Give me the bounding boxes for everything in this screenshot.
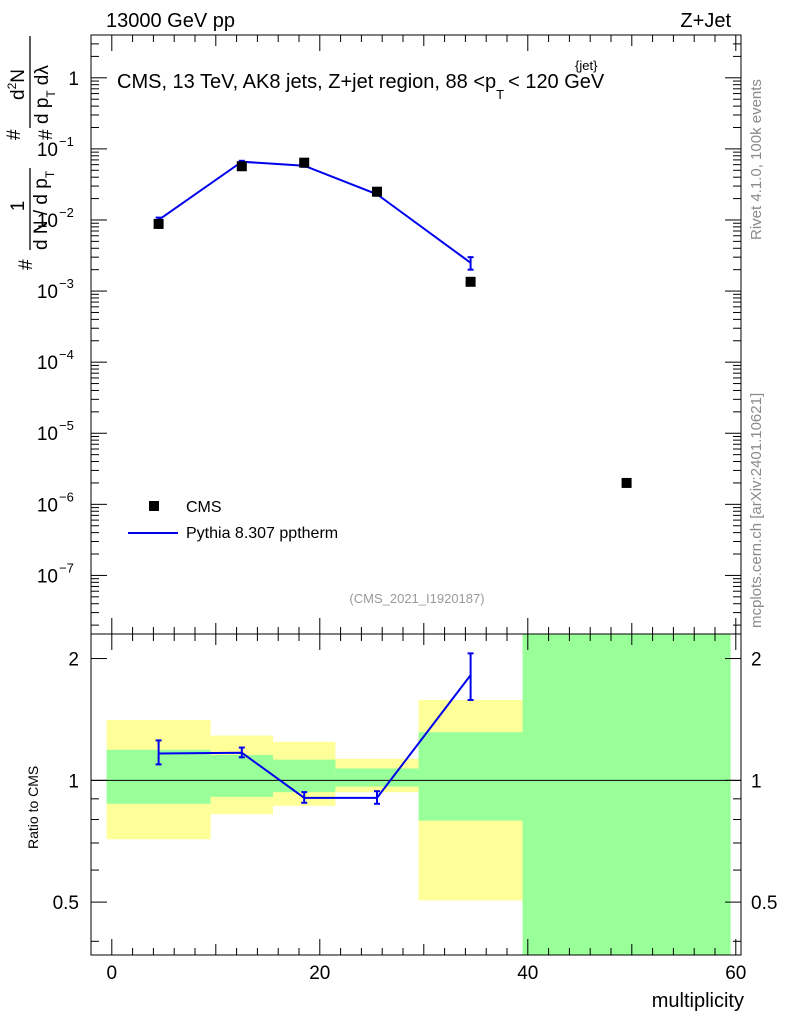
cms-data-point	[236, 161, 247, 172]
y-label-one: 1	[8, 201, 29, 212]
legend-cms-label: CMS	[186, 499, 222, 516]
main-y-tick-label: 10	[37, 140, 58, 161]
ratio-y-tick-label: 1	[68, 771, 79, 792]
cms-data-point	[153, 218, 164, 229]
ratio-y-tick-label: 2	[68, 650, 79, 671]
main-y-tick-label: 10	[37, 424, 58, 445]
y-label-hash-1: #	[16, 259, 37, 270]
main-y-tick-labels: 110−110−210−310−410−510−610−7	[37, 69, 79, 588]
main-y-tick-exponent: −5	[59, 418, 74, 433]
main-axis-ticks	[91, 34, 741, 634]
ratio-y-tick-label-right: 1	[751, 771, 762, 792]
x-axis-label: multiplicity	[652, 990, 744, 1012]
main-y-tick-label: 1	[68, 69, 79, 90]
main-y-tick-label: 10	[37, 211, 58, 232]
cms-data-point	[621, 477, 632, 488]
legend-pythia-label: Pythia 8.307 pptherm	[186, 525, 338, 542]
ratio-frame	[90, 633, 742, 956]
main-series	[153, 157, 632, 488]
x-tick-label: 20	[309, 963, 330, 984]
main-y-tick-label: 10	[37, 353, 58, 374]
ratio-band-green	[522, 634, 731, 955]
ratio-panel: 2 2 1 1 0.5 0.5 0 20 40 60 Ratio to CMS multipli…	[25, 633, 778, 1012]
ratio-y-tick-label: 0.5	[53, 893, 79, 914]
ratio-band-green	[273, 759, 336, 793]
pythia-line	[158, 160, 472, 264]
y-label-hash-2: #	[4, 129, 25, 140]
analysis-watermark: (CMS_2021_I1920187)	[349, 591, 484, 606]
main-y-tick-label: 10	[37, 495, 58, 516]
ratio-y-tick-label-right: 0.5	[751, 893, 777, 914]
x-tick-label: 40	[517, 963, 538, 984]
plot-title: CMS, 13 TeV, AK8 jets, Z+jet region, 88 …	[117, 71, 605, 102]
main-y-tick-label: 10	[37, 282, 58, 303]
legend-cms-marker	[149, 501, 159, 511]
main-y-tick-exponent: −3	[59, 276, 74, 291]
ratio-y-tick-label-right: 2	[751, 650, 762, 671]
ratio-band-green	[418, 732, 523, 821]
main-y-tick-exponent: −7	[59, 560, 74, 575]
ratio-band-green	[210, 755, 273, 797]
x-tick-label: 60	[725, 963, 746, 984]
cms-data-point	[299, 157, 310, 168]
main-panel: 110−110−210−310−410−510−610−7 CMS, 13 Te…	[4, 34, 742, 635]
y-label-dpT: d pTdλ	[32, 65, 58, 124]
y-label-dN: d N / d pT	[31, 170, 57, 250]
legend: CMS Pythia 8.307 pptherm	[128, 499, 338, 542]
y-label-hash-3: #	[36, 129, 57, 140]
ratio-series	[155, 652, 474, 805]
cms-data-point	[372, 186, 382, 197]
main-y-label: # 1 d N / d pT # d2N # d pTdλ	[4, 36, 58, 270]
main-y-tick-exponent: −6	[59, 489, 74, 504]
mcplots-label: mcplots.cern.ch [arXiv:2401.10621]	[748, 393, 765, 628]
ratio-y-label: Ratio to CMS	[25, 766, 41, 849]
cms-data-point	[465, 276, 476, 287]
ratio-band-green	[335, 768, 419, 787]
y-label-d2N: d2N	[5, 69, 29, 100]
ratio-x-tick-labels: 0 20 40 60	[107, 963, 747, 984]
main-y-tick-label: 10	[37, 566, 58, 587]
main-y-tick-exponent: −1	[59, 134, 74, 149]
rivet-label: Rivet 4.1.0, 100k events	[748, 79, 765, 240]
main-y-tick-exponent: −4	[59, 347, 74, 362]
main-y-tick-exponent: −2	[59, 205, 74, 220]
process-label: Z+Jet	[680, 10, 731, 32]
ratio-y-tick-labels: 2 2 1 1 0.5 0.5	[53, 650, 778, 915]
beam-label: 13000 GeV pp	[106, 10, 235, 32]
ratio-uncertainty-bands	[106, 634, 731, 955]
plot-title-sup: {jet}	[575, 58, 598, 73]
main-frame	[90, 34, 742, 635]
x-tick-label: 0	[107, 963, 118, 984]
